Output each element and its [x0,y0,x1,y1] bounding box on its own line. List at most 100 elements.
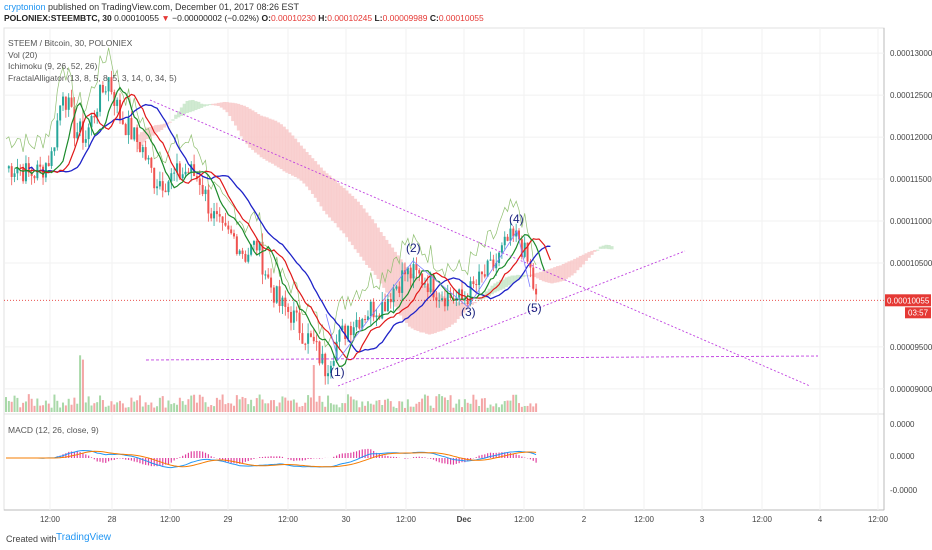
volume-bar [90,405,93,412]
candle-body [307,333,310,344]
candle-body [495,263,498,269]
candle-body [138,142,141,153]
cloud-segment [593,250,597,252]
candle-body [535,288,538,295]
cloud-segment [293,138,298,177]
candle-body [16,167,19,174]
cloud-segment [194,101,198,111]
candle-body [204,189,207,195]
candle-body [515,230,518,237]
legend-volume[interactable]: Vol (20) [8,49,38,60]
cloud-segment [205,104,209,106]
macd-legend[interactable]: MACD (12, 26, close, 9) [8,425,99,435]
cloud-segment [353,198,358,250]
volume-bar [224,404,227,412]
volume-bar [321,401,324,412]
cloud-segment [188,100,192,113]
alligator-lips-line [14,86,546,368]
candle-body [344,325,347,340]
cloud-segment [185,100,189,113]
candle-body [529,261,532,268]
legend-alligator[interactable]: FractalAlligator (13, 8, 5, 8, 5, 3, 14,… [8,72,177,83]
volume-bar [164,407,167,412]
cloud-segment [191,99,195,112]
candle-body [335,341,338,362]
author-link[interactable]: cryptonion [4,2,46,12]
candle-body [101,85,104,93]
cloud-segment [564,262,568,279]
candle-body [178,163,181,179]
candle-body [247,254,250,262]
volume-bar [478,405,481,412]
candle-body [207,189,210,214]
candle-body [24,163,27,182]
candle-body [472,281,475,285]
volume-bar [369,403,372,412]
candle-body [238,250,241,254]
alligator-teeth-line [20,93,551,361]
cloud-segment [148,126,152,138]
volume-bar [178,397,181,412]
volume-bar [315,401,318,412]
chart-canvas[interactable]: 0.00013000 0.00012500 0.00012000 0.00011500… [0,24,932,530]
tradingview-logo[interactable]: TradingView [56,532,112,543]
current-price-badge [885,294,931,307]
cloud-segment [162,123,167,128]
cloud-segment [365,212,369,265]
candle-body [230,229,233,234]
candle-body [463,299,466,301]
volume-bar [500,404,503,412]
cloud-segment [516,274,520,281]
trendlines [145,99,819,387]
cloud-segment [573,258,577,274]
candle-body [432,274,435,298]
volume-bar [62,402,64,412]
volume-bar [235,395,238,412]
candle-body [395,286,398,289]
cloud-segment [216,102,221,106]
cloud-segment [253,112,258,153]
cloud-segment [276,122,281,168]
candle-body [469,281,472,304]
candle-body [7,166,10,169]
volume-bar [53,394,56,412]
candle-body [446,292,449,307]
cloud-segment [288,132,292,175]
candle-body [315,341,318,343]
cloud-segment [561,264,566,281]
candle-body [281,297,284,307]
candle-body [435,297,438,301]
cloud-segment [527,275,531,277]
candle-body [67,97,70,110]
candle-body [341,325,344,331]
legend-symbol[interactable]: STEEM / Bitcoin, 30, POLONIEX [8,38,133,48]
volume-bar [213,406,216,412]
cloud-segment [456,302,460,320]
candle-body [441,298,444,301]
volume-bar [463,399,466,412]
volume-bar [144,402,147,412]
cloud-segment [262,116,266,159]
symbol-label: POLONIEX:STEEMBTC, 30 [4,13,112,23]
volume-bar [344,403,347,412]
volume-bar [458,399,461,412]
cloud-segment [256,114,261,155]
cloud-segment [336,183,340,228]
macd-pane[interactable] [3,413,885,511]
time-tick-label: 12:00 [40,515,61,524]
candle-body [233,233,235,237]
cloud-segment [339,185,343,231]
volume-bar [221,394,224,412]
candle-body [401,270,404,293]
macd-tick-label: 0.0000 [890,452,915,461]
candle-body [201,184,204,195]
open-label: O: [261,13,271,23]
cloud-segment [390,247,395,303]
cloud-segment [196,101,201,109]
candle-body [47,163,50,166]
candle-body [372,301,375,318]
volume-bar [415,403,418,412]
legend-ichimoku[interactable]: Ichimoku (9, 26, 52, 26) [8,61,98,71]
volume-bar [295,402,298,412]
price-tick-label: 0.00011500 [890,175,932,184]
